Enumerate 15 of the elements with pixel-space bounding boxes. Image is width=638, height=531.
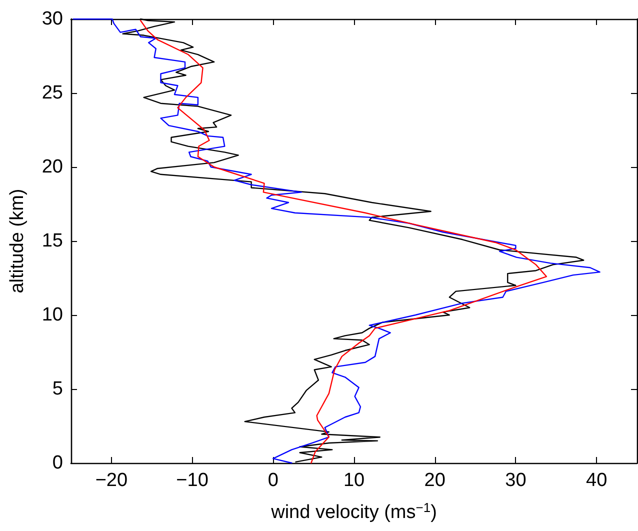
x-tick-label: 40 <box>586 470 608 491</box>
x-tick-label: 30 <box>505 470 526 491</box>
x-tick-label: −10 <box>176 470 208 491</box>
y-tick-label: 5 <box>52 378 63 400</box>
x-tick-label: 20 <box>424 470 446 491</box>
y-tick-label: 20 <box>42 156 63 178</box>
y-tick-label: 25 <box>42 82 63 104</box>
x-tick-label: −20 <box>95 470 128 491</box>
y-axis-title: altitude (km) <box>7 188 28 294</box>
y-tick-label: 0 <box>52 452 63 474</box>
x-tick-label: 0 <box>268 470 278 491</box>
y-tick-label: 15 <box>42 230 63 252</box>
x-tick-label: 10 <box>343 470 365 491</box>
y-tick-label: 30 <box>42 8 63 30</box>
y-tick-label: 10 <box>42 304 63 326</box>
